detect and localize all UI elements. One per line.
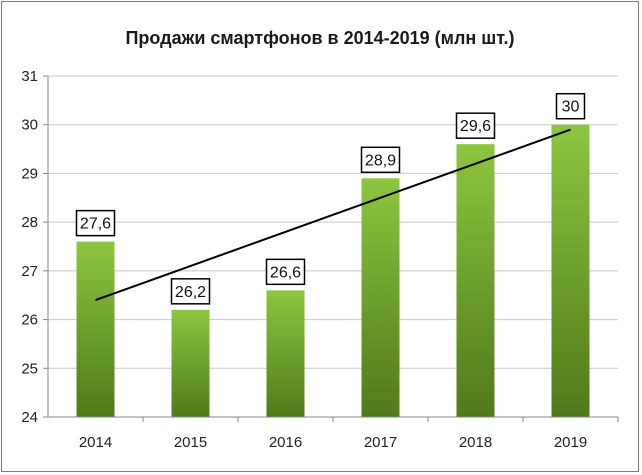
x-tick-label: 2017 bbox=[364, 434, 397, 451]
x-tick-labels: 2014 2015 2016 2017 2018 2019 bbox=[79, 434, 587, 451]
bar-2018 bbox=[456, 144, 495, 417]
y-tick-label: 29 bbox=[21, 165, 38, 182]
x-tick-label: 2014 bbox=[79, 434, 112, 451]
y-tick-labels: 24 25 26 27 28 29 30 31 bbox=[21, 68, 38, 426]
data-label-box bbox=[170, 278, 211, 305]
data-label: 27,6 bbox=[80, 216, 111, 233]
y-tick-label: 24 bbox=[21, 409, 38, 426]
data-label-box bbox=[455, 112, 496, 139]
data-labels: 27,6 26,2 26,6 28,9 29,6 30 bbox=[75, 92, 586, 305]
bar-2017 bbox=[361, 178, 400, 417]
data-label: 26,2 bbox=[175, 284, 206, 301]
y-tick-label: 31 bbox=[21, 68, 38, 85]
trend-line bbox=[95, 128, 571, 302]
bar-2016 bbox=[266, 290, 305, 417]
y-tick-label: 30 bbox=[21, 117, 38, 134]
axes bbox=[43, 75, 619, 422]
y-tick-label: 27 bbox=[21, 263, 38, 280]
chart-title: Продажи смартфонов в 2014-2019 (млн шт.) bbox=[125, 28, 514, 48]
data-label: 30 bbox=[562, 99, 580, 116]
data-label: 29,6 bbox=[460, 118, 491, 135]
trendline bbox=[95, 128, 571, 302]
data-label-box bbox=[265, 258, 306, 286]
bar-2019 bbox=[551, 124, 590, 417]
bars bbox=[76, 124, 590, 417]
data-label-box bbox=[75, 209, 116, 237]
y-tick-label: 26 bbox=[21, 312, 38, 329]
y-tick-label: 25 bbox=[21, 360, 38, 377]
x-tick-label: 2019 bbox=[554, 434, 587, 451]
bar-2014 bbox=[76, 241, 115, 417]
data-label: 28,9 bbox=[365, 152, 396, 169]
gridlines bbox=[48, 75, 618, 369]
data-label-box bbox=[555, 92, 586, 120]
x-tick-label: 2015 bbox=[174, 434, 207, 451]
x-tick-label: 2016 bbox=[269, 434, 302, 451]
data-label: 26,6 bbox=[270, 264, 301, 281]
data-label-box bbox=[360, 146, 401, 174]
x-tick-label: 2018 bbox=[459, 434, 492, 451]
bar-2015 bbox=[171, 309, 210, 417]
y-tick-label: 28 bbox=[21, 214, 38, 231]
